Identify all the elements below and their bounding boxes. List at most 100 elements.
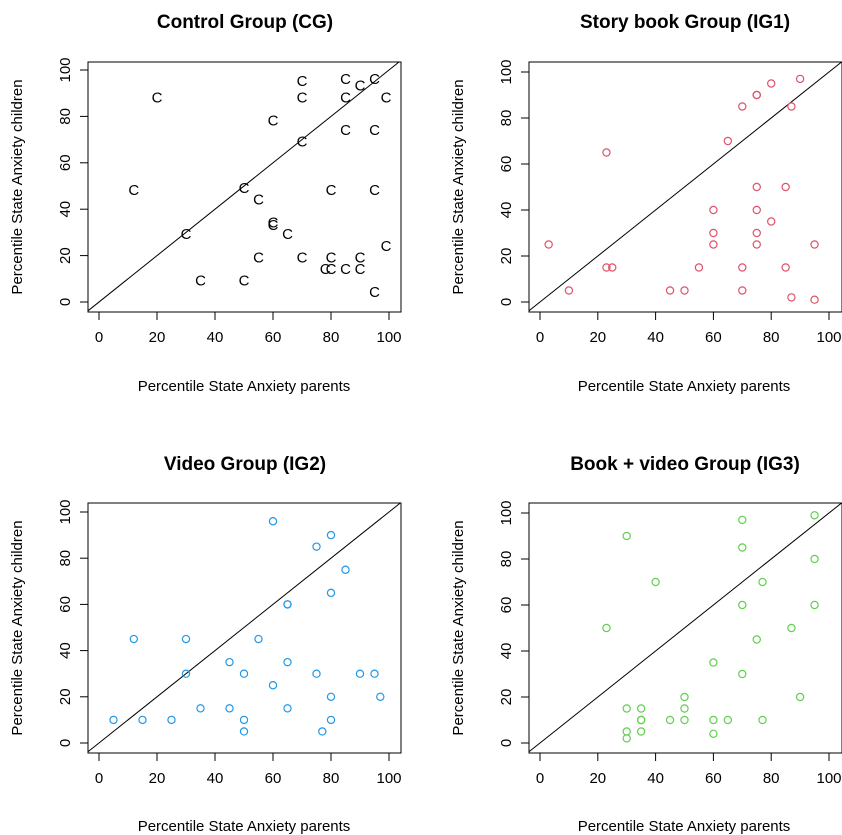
panel-story-book-group: Story book Group (IG1) Percentile State … — [450, 12, 842, 395]
data-point: C — [381, 89, 392, 106]
x-tick-label: 40 — [647, 770, 664, 787]
data-point — [709, 228, 718, 238]
y-tick-label: 40 — [498, 643, 515, 660]
data-point — [167, 715, 176, 725]
data-point — [810, 511, 819, 520]
y-tick-label: 100 — [498, 59, 515, 84]
data-point — [758, 715, 767, 725]
data-point: C — [340, 89, 351, 106]
data-point: C — [326, 249, 337, 266]
data-point — [622, 727, 631, 736]
data-points — [87, 502, 401, 753]
panel-control-group: Control Group (CG) Percentile State Anxi… — [9, 12, 402, 395]
data-point — [636, 715, 646, 725]
y-tick-label: 40 — [57, 201, 74, 218]
x-tick-label: 80 — [763, 770, 780, 787]
data-point — [239, 669, 249, 678]
axis-ticks: 0 20 40 60 80 100 0 20 40 60 80 100 — [57, 499, 402, 787]
x-axis-label: Percentile State Anxiety parents — [578, 378, 791, 395]
data-point — [738, 669, 747, 679]
y-tick-label: 0 — [498, 739, 515, 747]
data-point: C — [369, 71, 380, 88]
data-point — [694, 263, 704, 272]
data-point — [665, 286, 675, 295]
data-point: C — [320, 261, 331, 278]
chart-title: Video Group (IG2) — [164, 454, 326, 475]
x-tick-label: 0 — [536, 770, 544, 787]
data-point — [326, 530, 336, 540]
data-point — [738, 102, 747, 111]
data-point — [283, 600, 292, 609]
data-point: C — [355, 249, 366, 266]
data-point — [254, 634, 263, 644]
y-axis-label: Percentile State Anxiety children — [450, 79, 467, 294]
chart-title: Control Group (CG) — [157, 12, 333, 33]
data-point — [239, 727, 249, 736]
data-point — [318, 727, 327, 736]
data-point: C — [297, 133, 308, 150]
x-tick-label: 0 — [95, 770, 103, 787]
y-tick-label: 80 — [57, 550, 74, 567]
data-point: C — [195, 273, 206, 290]
y-tick-label: 60 — [498, 156, 515, 173]
x-tick-label: 20 — [589, 329, 606, 346]
x-tick-label: 40 — [647, 329, 664, 346]
panel-book-video-group: Book + video Group (IG3) Percentile Stat… — [450, 454, 842, 835]
data-point — [225, 657, 234, 667]
x-tick-label: 0 — [536, 329, 544, 346]
data-point — [752, 205, 761, 215]
data-point — [376, 692, 385, 702]
x-tick-label: 80 — [323, 329, 340, 346]
data-point — [810, 295, 819, 304]
x-tick-label: 40 — [207, 329, 224, 346]
axis-ticks: 0 20 40 60 80 100 0 20 40 60 80 100 — [498, 59, 842, 346]
y-axis-label: Percentile State Anxiety children — [9, 79, 26, 294]
data-point — [810, 600, 819, 610]
data-point: C — [253, 249, 264, 266]
data-point — [709, 205, 718, 215]
x-tick-label: 100 — [816, 329, 841, 346]
plot-frame — [87, 502, 402, 754]
data-point — [752, 90, 761, 100]
data-point — [622, 734, 631, 743]
data-point — [312, 542, 321, 551]
x-tick-label: 60 — [265, 770, 282, 787]
data-point — [268, 517, 278, 526]
data-point — [665, 715, 675, 725]
data-point: C — [239, 180, 250, 197]
data-point — [738, 600, 747, 610]
data-point — [752, 240, 761, 249]
y-tick-label: 40 — [57, 642, 74, 659]
data-point — [109, 715, 118, 725]
x-tick-label: 60 — [705, 770, 722, 787]
x-tick-label: 0 — [95, 329, 103, 346]
identity-line — [528, 61, 842, 312]
x-tick-label: 100 — [376, 770, 401, 787]
data-point — [283, 704, 292, 713]
data-point — [636, 704, 646, 713]
data-point — [326, 588, 336, 598]
y-tick-label: 20 — [498, 248, 515, 265]
data-point: C — [297, 73, 308, 90]
y-tick-label: 80 — [498, 110, 515, 127]
data-point: C — [326, 261, 337, 278]
data-point: C — [355, 78, 366, 95]
data-point — [181, 634, 191, 644]
data-point — [602, 148, 611, 157]
y-tick-label: 60 — [57, 596, 74, 613]
data-point — [795, 74, 805, 84]
data-point: C — [253, 191, 264, 208]
y-tick-label: 60 — [498, 597, 515, 614]
y-tick-label: 80 — [57, 108, 74, 125]
data-point — [564, 286, 574, 295]
x-tick-label: 40 — [207, 770, 224, 787]
y-tick-label: 20 — [57, 688, 74, 705]
data-point: C — [282, 226, 293, 243]
data-point — [781, 182, 790, 192]
x-tick-label: 20 — [149, 329, 166, 346]
data-point: C — [340, 261, 351, 278]
data-point — [129, 634, 138, 644]
data-point: C — [297, 249, 308, 266]
y-tick-label: 0 — [498, 298, 515, 306]
data-point — [680, 704, 689, 713]
